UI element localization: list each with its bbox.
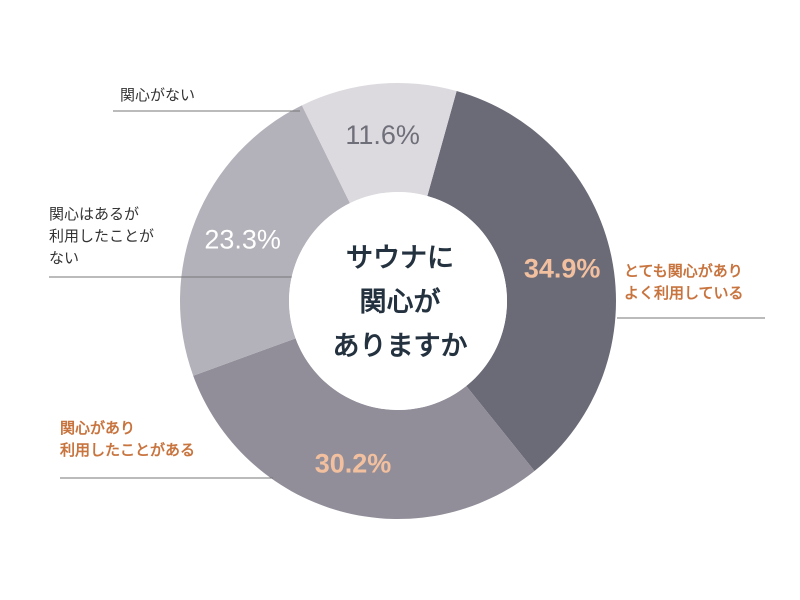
category-label-line: 利用したことが xyxy=(49,227,154,245)
center-title-line: サウナに xyxy=(346,243,454,274)
category-label-line: ない xyxy=(49,249,79,267)
category-label-line: よく利用している xyxy=(624,284,744,302)
slice-not-interested xyxy=(301,82,457,204)
value-label-very-interested: 34.9% xyxy=(524,253,601,283)
value-label-interested-not-used: 23.3% xyxy=(204,225,281,255)
category-label-not-interested: 関心がない xyxy=(120,86,195,104)
slice-interested-used xyxy=(193,338,535,519)
slice-interested-not-used xyxy=(179,105,350,376)
category-label-line: 関心がない xyxy=(120,86,195,104)
value-label-interested-used: 30.2% xyxy=(315,448,392,478)
value-label-not-interested: 11.6% xyxy=(345,120,420,150)
donut-center xyxy=(289,192,507,410)
slice-very-interested xyxy=(427,91,616,471)
category-label-line: 関心はあるが xyxy=(49,205,139,223)
category-label-line: とても関心があり xyxy=(624,262,743,280)
category-label-line: 利用したことがある xyxy=(60,441,195,459)
category-label-line: 関心があり xyxy=(60,419,135,437)
center-title-line: 関心が xyxy=(360,286,441,318)
center-title-line: ありますか xyxy=(333,331,468,362)
